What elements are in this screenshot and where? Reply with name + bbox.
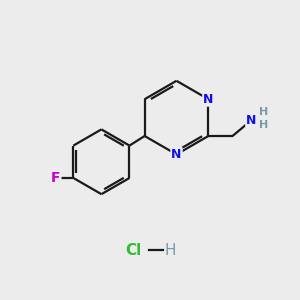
- Text: H: H: [165, 243, 176, 258]
- Text: N: N: [203, 93, 214, 106]
- Text: H: H: [259, 120, 268, 130]
- Text: Cl: Cl: [126, 243, 142, 258]
- Text: H: H: [259, 107, 268, 118]
- Text: N: N: [171, 148, 182, 161]
- Text: N: N: [246, 114, 256, 127]
- Text: F: F: [51, 171, 61, 185]
